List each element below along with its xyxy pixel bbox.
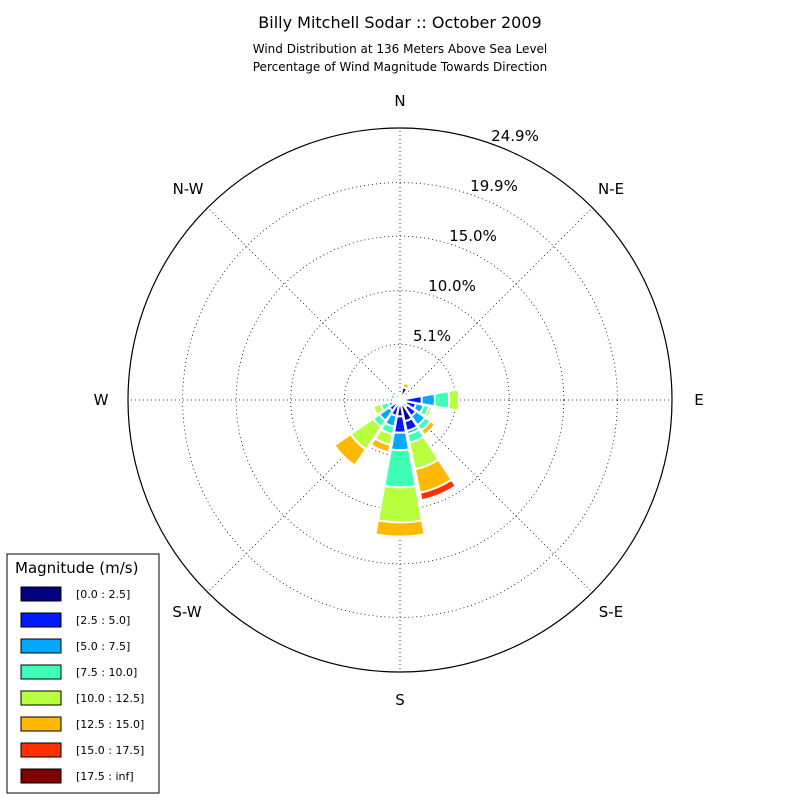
grid-spoke [399,207,593,401]
direction-label: S-W [172,603,201,621]
legend-label: [10.0 : 12.5] [76,692,144,705]
direction-label: E [694,391,703,409]
legend-swatch [20,716,62,732]
grid-spoke [207,399,401,593]
wind-bar-segment [376,484,424,524]
legend-label: [12.5 : 15.0] [76,718,144,731]
direction-label: N-E [598,180,624,198]
grid-ring [235,235,565,565]
wind-bar-segment [369,437,392,454]
wind-bar-segment [418,478,458,502]
legend-swatch [20,742,62,758]
direction-label: N-W [173,180,204,198]
legend: Magnitude (m/s) [0.0 : 2.5] [2.5 : 5.0] [5… [6,553,160,794]
wind-bar-segment [389,431,411,452]
chart-title: Billy Mitchell Sodar :: October 2009 [258,13,541,32]
wind-bar-segment [372,402,385,417]
radial-tick-label: 10.0% [428,277,476,295]
legend-swatch [20,638,62,654]
legend-swatch [20,664,62,680]
legend-label: [2.5 : 5.0] [76,614,130,627]
wind-bar-segment [333,432,368,467]
wind-bar-segment [374,519,426,538]
wind-bar-segment [433,390,451,410]
direction-label: W [94,391,109,409]
wind-bar-segment [419,419,437,437]
wind-bar-segment [401,381,411,391]
wind-bars [333,381,460,538]
wind-bar-segment [423,405,434,420]
legend-title: Magnitude (m/s) [15,559,138,577]
grid-ring [290,290,510,510]
direction-label: S-E [599,603,623,621]
legend-label: [0.0 : 2.5] [76,588,130,601]
legend-label: [7.5 : 10.0] [76,666,137,679]
legend-swatch [20,612,62,628]
direction-labels: N N-E E S-E S S-W W N-W [94,92,704,709]
grid-spoke [399,399,593,593]
legend-label: [15.0 : 17.5] [76,744,144,757]
wind-bar-segment [383,448,417,489]
wind-bar-segment [447,388,460,412]
legend-label: [17.5 : inf] [76,770,134,783]
radial-tick-label: 5.1% [413,327,451,345]
chart-subtitle-line-1: Wind Distribution at 136 Meters Above Se… [253,42,548,56]
direction-label: N [394,92,405,110]
legend-swatch [20,586,62,602]
radial-tick-label: 15.0% [449,227,497,245]
radial-tick-label: 24.9% [491,127,539,145]
legend-swatch [20,690,62,706]
grid-ring [182,182,618,618]
grid-spoke [207,207,401,401]
radial-tick-labels: 5.1% 10.0% 15.0% 19.9% 24.9% [413,127,539,345]
chart-subtitle-line-2: Percentage of Wind Magnitude Towards Dir… [253,60,547,74]
direction-label: S [395,691,405,709]
radial-tick-label: 19.9% [470,177,518,195]
wind-bar-segment [389,393,397,401]
legend-label: [5.0 : 7.5] [76,640,130,653]
legend-swatch [20,768,62,784]
outer-ring [127,127,673,673]
